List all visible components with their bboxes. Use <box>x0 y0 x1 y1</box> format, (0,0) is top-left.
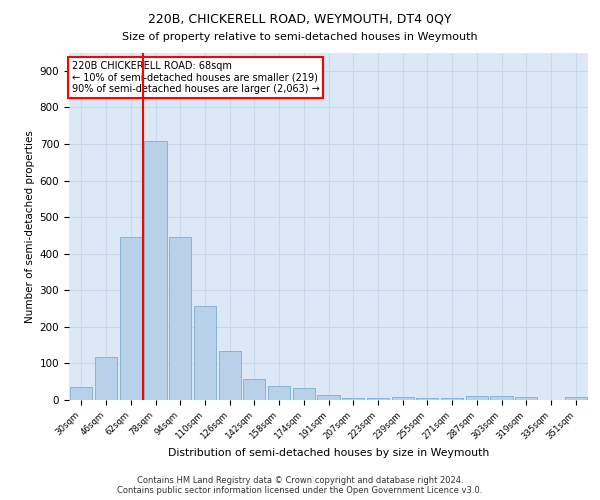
Bar <box>169 237 191 400</box>
Bar <box>119 237 142 400</box>
Bar <box>194 306 216 400</box>
X-axis label: Distribution of semi-detached houses by size in Weymouth: Distribution of semi-detached houses by … <box>168 448 489 458</box>
Text: Size of property relative to semi-detached houses in Weymouth: Size of property relative to semi-detach… <box>122 32 478 42</box>
Y-axis label: Number of semi-detached properties: Number of semi-detached properties <box>25 130 35 322</box>
Text: Contains HM Land Registry data © Crown copyright and database right 2024.: Contains HM Land Registry data © Crown c… <box>137 476 463 485</box>
Bar <box>490 396 512 400</box>
Bar <box>95 357 117 400</box>
Bar <box>145 142 167 400</box>
Bar <box>515 397 538 400</box>
Bar <box>441 398 463 400</box>
Text: 220B CHICKERELL ROAD: 68sqm
← 10% of semi-detached houses are smaller (219)
90% : 220B CHICKERELL ROAD: 68sqm ← 10% of sem… <box>71 61 319 94</box>
Bar <box>70 387 92 400</box>
Bar <box>218 350 241 400</box>
Bar <box>342 398 364 400</box>
Text: 220B, CHICKERELL ROAD, WEYMOUTH, DT4 0QY: 220B, CHICKERELL ROAD, WEYMOUTH, DT4 0QY <box>148 12 452 26</box>
Bar <box>392 397 414 400</box>
Bar <box>565 397 587 400</box>
Bar <box>243 379 265 400</box>
Bar <box>367 398 389 400</box>
Bar <box>293 388 315 400</box>
Text: Contains public sector information licensed under the Open Government Licence v3: Contains public sector information licen… <box>118 486 482 495</box>
Bar <box>317 395 340 400</box>
Bar <box>416 398 439 400</box>
Bar <box>466 396 488 400</box>
Bar <box>268 386 290 400</box>
